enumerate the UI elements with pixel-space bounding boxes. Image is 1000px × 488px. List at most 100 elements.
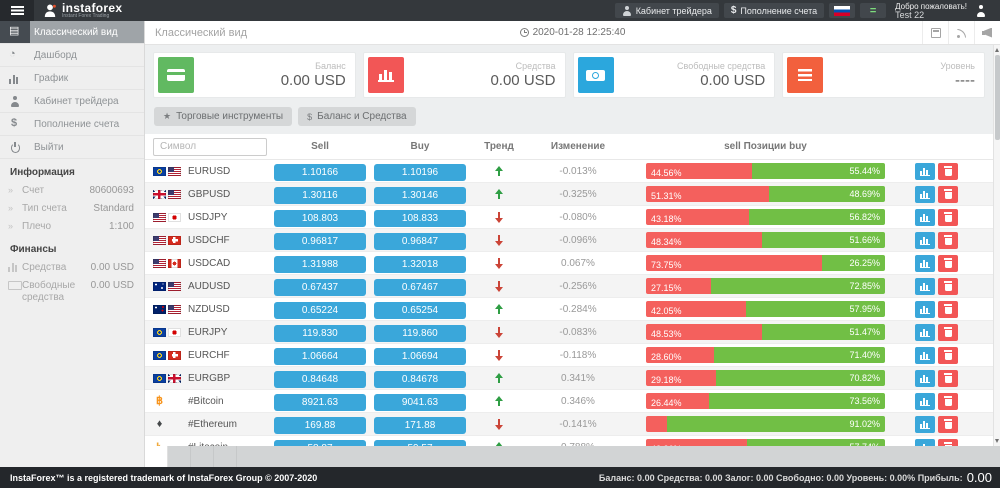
sell-cell: 1.10166 bbox=[270, 162, 370, 181]
buy-button[interactable]: 1.30146 bbox=[374, 186, 466, 204]
delete-button[interactable] bbox=[938, 254, 958, 272]
trend-arrow-icon bbox=[495, 257, 503, 269]
buy-button[interactable]: 9041.63 bbox=[374, 393, 466, 411]
sell-button[interactable]: 1.10166 bbox=[274, 163, 366, 181]
language-flag-button[interactable] bbox=[829, 3, 856, 18]
chart-button[interactable] bbox=[915, 254, 935, 272]
scrollbar[interactable] bbox=[993, 45, 1000, 446]
delete-button[interactable] bbox=[938, 415, 958, 433]
sell-button[interactable]: 0.65224 bbox=[274, 301, 366, 319]
chart-icon bbox=[920, 212, 930, 222]
delete-button[interactable] bbox=[938, 162, 958, 180]
chart-button[interactable] bbox=[915, 162, 935, 180]
buy-button[interactable]: 0.65254 bbox=[374, 301, 466, 319]
buy-button[interactable]: 0.84678 bbox=[374, 370, 466, 388]
scrollbar-thumb[interactable] bbox=[995, 55, 1000, 140]
buy-button[interactable]: 0.67467 bbox=[374, 278, 466, 296]
chart-button[interactable] bbox=[915, 185, 935, 203]
buy-button[interactable]: 1.10196 bbox=[374, 163, 466, 181]
tab[interactable] bbox=[145, 446, 168, 467]
menu-toggle-button[interactable] bbox=[0, 0, 34, 21]
buy-cell: 108.833 bbox=[370, 208, 470, 227]
brand[interactable]: instaforex Instant Forex Trading bbox=[42, 2, 122, 19]
chart-button[interactable] bbox=[915, 231, 935, 249]
buy-positions-segment: 71.40% bbox=[714, 347, 885, 363]
delete-button[interactable] bbox=[938, 185, 958, 203]
symbol-search-input[interactable] bbox=[153, 137, 267, 156]
sidebar-item-dollar[interactable]: Пополнение счета bbox=[0, 113, 144, 136]
trader-cabinet-button[interactable]: Кабинет трейдера bbox=[614, 3, 719, 18]
sidebar-item-gauge[interactable]: Дашборд bbox=[0, 44, 144, 67]
sell-positions-label: 48.34% bbox=[651, 237, 682, 247]
chart-button[interactable] bbox=[915, 346, 935, 364]
chart-button[interactable] bbox=[915, 415, 935, 433]
calendar-button[interactable] bbox=[922, 21, 948, 44]
buy-button[interactable]: 59.57 bbox=[374, 439, 466, 446]
announcements-button[interactable] bbox=[974, 21, 1000, 44]
sell-button[interactable]: 1.31988 bbox=[274, 255, 366, 273]
tab[interactable] bbox=[168, 446, 191, 467]
chart-button[interactable] bbox=[915, 323, 935, 341]
balance-funds-button[interactable]: $ Баланс и Средства bbox=[298, 107, 416, 126]
chart-button[interactable] bbox=[915, 438, 935, 446]
chart-button[interactable] bbox=[915, 208, 935, 226]
symbol-icons bbox=[153, 212, 185, 222]
sell-positions-segment: 42.26% bbox=[646, 439, 747, 446]
sidebar-item-bars[interactable]: График bbox=[0, 67, 144, 90]
delete-button[interactable] bbox=[938, 369, 958, 387]
delete-button[interactable] bbox=[938, 277, 958, 295]
delete-button[interactable] bbox=[938, 346, 958, 364]
delete-button[interactable] bbox=[938, 231, 958, 249]
delete-button[interactable] bbox=[938, 438, 958, 446]
symbol-cell: EURJPY bbox=[145, 327, 270, 338]
card-icon-box bbox=[577, 57, 614, 93]
buy-button[interactable]: 1.32018 bbox=[374, 255, 466, 273]
delete-button[interactable] bbox=[938, 392, 958, 410]
chart-icon bbox=[920, 396, 930, 406]
chart-button[interactable] bbox=[915, 300, 935, 318]
sidebar-item-person[interactable]: Кабинет трейдера bbox=[0, 90, 144, 113]
sell-button[interactable]: 8921.63 bbox=[274, 393, 366, 411]
sidebar-item-power[interactable]: Выйти bbox=[0, 136, 144, 159]
chart-button[interactable] bbox=[915, 277, 935, 295]
sell-button[interactable]: 119.830 bbox=[274, 324, 366, 342]
sell-positions-label: 42.26% bbox=[646, 444, 682, 446]
delete-button[interactable] bbox=[938, 300, 958, 318]
tab[interactable] bbox=[191, 446, 214, 467]
trading-instruments-button[interactable]: ★ Торговые инструменты bbox=[154, 107, 293, 126]
avatar[interactable] bbox=[972, 4, 992, 17]
sell-button[interactable]: 1.30116 bbox=[274, 186, 366, 204]
scroll-up-arrow-icon[interactable] bbox=[995, 48, 999, 52]
sell-button[interactable]: 0.96817 bbox=[274, 232, 366, 250]
info-section-title: Информация bbox=[10, 167, 75, 178]
delete-button[interactable] bbox=[938, 323, 958, 341]
exchange-button[interactable]: = bbox=[860, 3, 887, 18]
sell-button[interactable]: 0.67437 bbox=[274, 278, 366, 296]
sidebar-item-grid[interactable]: Классический вид bbox=[0, 21, 144, 44]
delete-button[interactable] bbox=[938, 208, 958, 226]
buy-positions-segment: 26.25% bbox=[822, 255, 885, 271]
positions-bar: 26.44% 73.56% bbox=[646, 393, 885, 409]
sell-button[interactable]: 0.84648 bbox=[274, 370, 366, 388]
rss-button[interactable] bbox=[948, 21, 974, 44]
buy-button[interactable]: 0.96847 bbox=[374, 232, 466, 250]
sell-button[interactable]: 108.803 bbox=[274, 209, 366, 227]
buy-button[interactable]: 119.860 bbox=[374, 324, 466, 342]
chart-icon bbox=[920, 419, 930, 429]
sell-button[interactable]: 58.87 bbox=[274, 439, 366, 446]
sell-button[interactable]: 169.88 bbox=[274, 416, 366, 434]
scroll-down-arrow-icon[interactable] bbox=[995, 439, 999, 443]
sell-button[interactable]: 1.06664 bbox=[274, 347, 366, 365]
buy-button[interactable]: 1.06694 bbox=[374, 347, 466, 365]
trend-cell bbox=[470, 257, 528, 269]
symbol-icons bbox=[153, 166, 185, 176]
chart-button[interactable] bbox=[915, 369, 935, 387]
chart-button[interactable] bbox=[915, 392, 935, 410]
deposit-button[interactable]: $ Пополнение счета bbox=[723, 3, 825, 18]
buy-button[interactable]: 171.88 bbox=[374, 416, 466, 434]
sidebar-item-icon-cell bbox=[0, 136, 30, 158]
buy-button[interactable]: 108.833 bbox=[374, 209, 466, 227]
actions-cell bbox=[915, 392, 993, 410]
tab[interactable] bbox=[214, 446, 237, 467]
symbol-icons: Ł bbox=[153, 441, 185, 446]
